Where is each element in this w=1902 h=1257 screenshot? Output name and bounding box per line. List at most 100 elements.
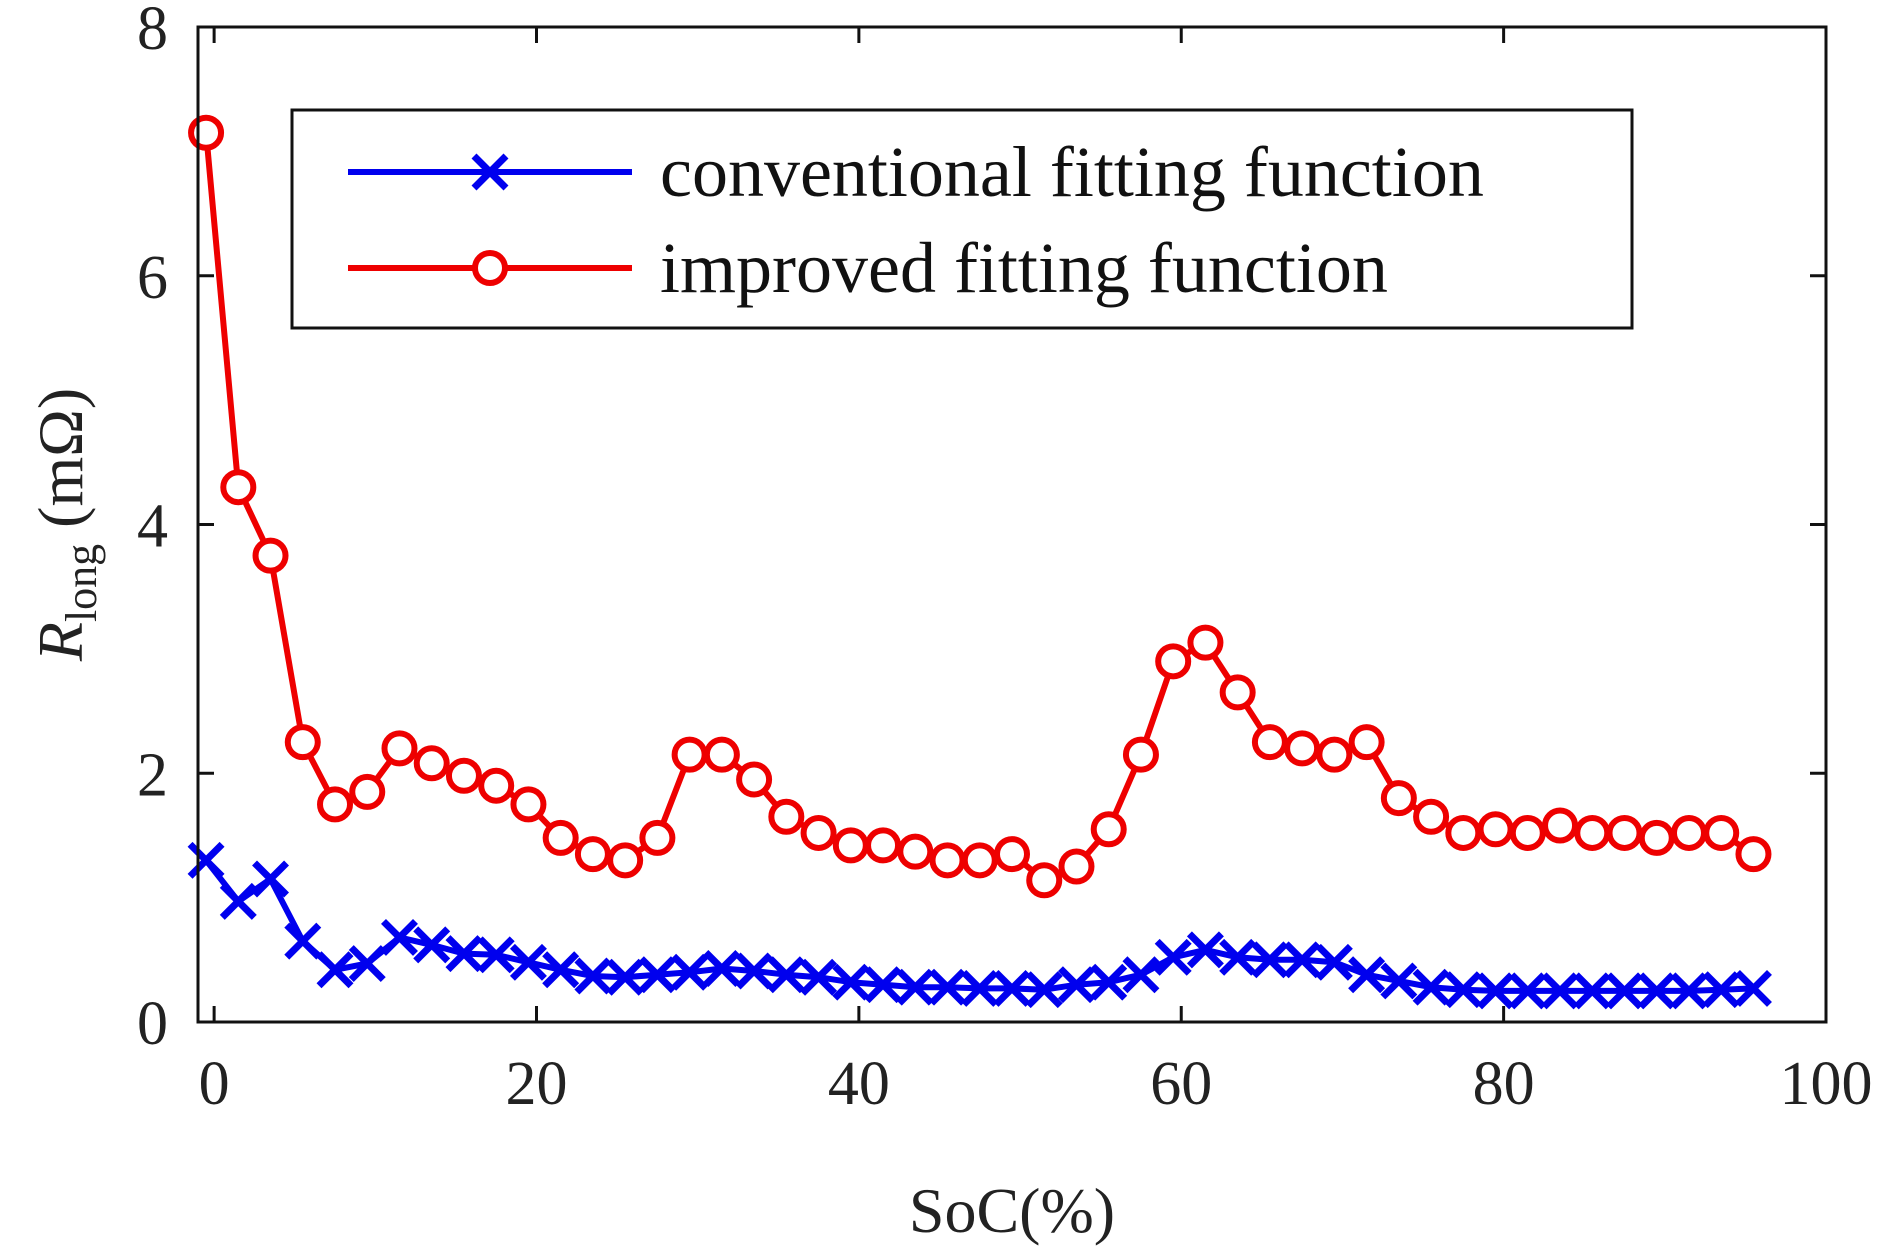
data-point bbox=[606, 958, 644, 996]
data-point bbox=[574, 836, 611, 873]
series-improved bbox=[188, 114, 1772, 899]
legend-label: conventional fitting function bbox=[660, 132, 1484, 212]
y-tick-label: 8 bbox=[137, 0, 168, 63]
data-point bbox=[509, 943, 547, 981]
data-point bbox=[1412, 968, 1450, 1006]
data-point bbox=[1316, 736, 1353, 773]
y-ticks: 0 2 4 6 8 bbox=[137, 0, 1826, 1058]
y-axis-label-subscript: long bbox=[57, 544, 106, 622]
y-tick-label: 6 bbox=[137, 244, 168, 312]
data-point bbox=[1574, 814, 1611, 851]
data-point bbox=[219, 882, 257, 920]
data-point bbox=[477, 936, 515, 974]
data-point bbox=[252, 537, 289, 574]
data-point bbox=[994, 836, 1030, 873]
legend-box bbox=[290, 108, 1634, 330]
data-point bbox=[1090, 811, 1127, 848]
data-point bbox=[220, 469, 257, 506]
data-point bbox=[1219, 674, 1256, 711]
data-point bbox=[929, 968, 966, 1006]
legend-label: improved fitting function bbox=[660, 228, 1388, 308]
data-point bbox=[800, 814, 837, 851]
data-point bbox=[187, 841, 225, 879]
data-point bbox=[1509, 814, 1546, 851]
data-point bbox=[349, 773, 386, 810]
data-point bbox=[1638, 819, 1675, 856]
plot-area-frame bbox=[196, 25, 1828, 1024]
y-tick-label: 2 bbox=[137, 741, 168, 809]
data-point bbox=[1703, 814, 1740, 851]
data-point bbox=[1122, 736, 1159, 773]
data-point bbox=[768, 798, 805, 835]
data-point bbox=[1284, 730, 1321, 767]
data-point bbox=[1477, 811, 1514, 848]
data-point bbox=[1477, 972, 1515, 1010]
data-point bbox=[1315, 943, 1353, 981]
data-point bbox=[1025, 971, 1063, 1009]
data-point bbox=[929, 842, 966, 879]
data-point bbox=[1444, 971, 1482, 1009]
data-point bbox=[896, 968, 934, 1006]
data-point bbox=[1509, 972, 1547, 1010]
data-point bbox=[445, 935, 483, 973]
data-point bbox=[1735, 836, 1772, 873]
data-point bbox=[316, 951, 354, 989]
data-point bbox=[445, 757, 482, 794]
data-point bbox=[413, 745, 450, 782]
legend-marker bbox=[472, 250, 508, 286]
data-point bbox=[897, 833, 934, 870]
data-point bbox=[607, 842, 644, 879]
data-point bbox=[1348, 956, 1386, 994]
data-point bbox=[284, 724, 321, 761]
x-axis-label: SoC(%) bbox=[909, 1175, 1115, 1246]
x-ticks: 0 20 40 60 80 100 bbox=[199, 27, 1873, 1118]
data-point bbox=[1283, 941, 1321, 979]
data-point bbox=[800, 958, 838, 996]
x-tick-label: 40 bbox=[828, 1050, 890, 1118]
data-point bbox=[284, 922, 322, 960]
data-point bbox=[767, 956, 805, 994]
data-point bbox=[1638, 972, 1676, 1010]
data-point bbox=[1380, 962, 1418, 1000]
data-point bbox=[638, 956, 676, 994]
data-point bbox=[348, 945, 386, 983]
data-point bbox=[671, 953, 709, 991]
data-point bbox=[1573, 972, 1611, 1010]
x-tick-label: 100 bbox=[1780, 1050, 1873, 1118]
data-point bbox=[703, 950, 741, 987]
data-point bbox=[1413, 798, 1450, 835]
data-point bbox=[832, 963, 870, 1001]
data-point bbox=[1058, 848, 1095, 885]
y-tick-label: 4 bbox=[137, 493, 168, 561]
data-point bbox=[188, 114, 225, 151]
data-point bbox=[1670, 972, 1708, 1010]
data-point bbox=[993, 969, 1031, 1007]
x-tick-label: 20 bbox=[505, 1050, 567, 1118]
y-axis-label: Rlong (mΩ) bbox=[25, 388, 106, 662]
data-point bbox=[1348, 724, 1385, 761]
series-layer bbox=[187, 114, 1772, 1010]
data-point bbox=[542, 951, 580, 989]
data-point bbox=[1445, 814, 1482, 851]
legend-item: improved fitting function bbox=[348, 228, 1388, 308]
data-point bbox=[864, 966, 902, 1004]
series-line bbox=[203, 858, 1754, 994]
data-point bbox=[832, 827, 869, 864]
data-point bbox=[1670, 814, 1707, 851]
legend-marker bbox=[471, 153, 509, 191]
legend: conventional fitting function improved fi… bbox=[290, 108, 1634, 330]
data-point bbox=[413, 926, 451, 964]
data-point bbox=[639, 819, 676, 856]
data-point bbox=[671, 736, 708, 773]
data-point bbox=[1734, 969, 1772, 1007]
data-point bbox=[1090, 963, 1128, 1001]
data-point bbox=[1026, 862, 1063, 899]
data-point bbox=[1541, 972, 1579, 1010]
data-point bbox=[1186, 931, 1224, 969]
series-conventional bbox=[187, 841, 1772, 1010]
data-point bbox=[510, 786, 547, 823]
data-point bbox=[1122, 956, 1160, 994]
legend-item: conventional fitting function bbox=[348, 132, 1484, 212]
data-point bbox=[1251, 941, 1289, 979]
